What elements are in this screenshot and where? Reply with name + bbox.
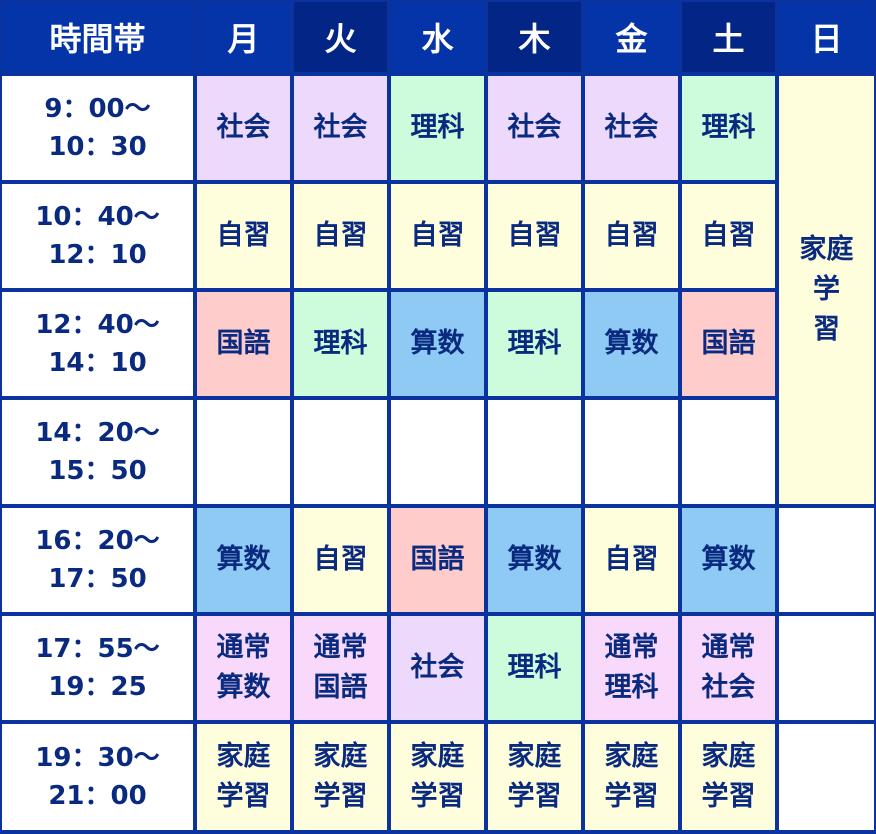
class-cell: 国語: [682, 292, 775, 396]
header-day: 日: [779, 2, 874, 72]
header-day: 月: [197, 2, 290, 72]
class-cell: [197, 400, 290, 504]
header-day: 火: [294, 2, 387, 72]
class-cell: 家庭 学習: [197, 724, 290, 830]
class-cell: 自習: [585, 184, 678, 288]
class-cell: [585, 400, 678, 504]
class-cell: 理科: [488, 292, 581, 396]
class-cell: 国語: [391, 508, 484, 612]
class-cell: 自習: [197, 184, 290, 288]
class-cell: 家庭 学習: [294, 724, 387, 830]
class-cell: 社会: [197, 76, 290, 180]
class-cell: 自習: [294, 184, 387, 288]
class-cell: 理科: [294, 292, 387, 396]
class-cell: 算数: [682, 508, 775, 612]
time-slot: 16：20〜 17：50: [2, 508, 193, 612]
time-slot: 17：55〜 19：25: [2, 616, 193, 720]
class-cell: 算数: [197, 508, 290, 612]
class-cell: 自習: [488, 184, 581, 288]
sunday-cell: [779, 616, 874, 720]
class-cell: [488, 400, 581, 504]
class-cell: 自習: [294, 508, 387, 612]
header-day: 水: [391, 2, 484, 72]
header-time: 時間帯: [2, 2, 193, 72]
class-cell: 自習: [585, 508, 678, 612]
class-cell: 通常 理科: [585, 616, 678, 720]
class-cell: [682, 400, 775, 504]
class-cell: 理科: [682, 76, 775, 180]
sunday-cell: [779, 724, 874, 830]
header-day: 木: [488, 2, 581, 72]
class-cell: 自習: [391, 184, 484, 288]
time-slot: 14：20〜 15：50: [2, 400, 193, 504]
class-cell: 自習: [682, 184, 775, 288]
class-cell: 社会: [391, 616, 484, 720]
class-cell: 通常 国語: [294, 616, 387, 720]
class-cell: 理科: [488, 616, 581, 720]
time-slot: 12：40〜 14：10: [2, 292, 193, 396]
class-cell: 家庭 学習: [488, 724, 581, 830]
time-slot: 19：30〜 21：00: [2, 724, 193, 830]
time-slot: 9：00〜 10：30: [2, 76, 193, 180]
class-cell: 理科: [391, 76, 484, 180]
class-cell: [391, 400, 484, 504]
class-cell: 算数: [488, 508, 581, 612]
sunday-cell: [779, 508, 874, 612]
class-cell: 通常 社会: [682, 616, 775, 720]
class-cell: 算数: [391, 292, 484, 396]
class-cell: 家庭 学習: [682, 724, 775, 830]
header-day: 土: [682, 2, 775, 72]
class-cell: 国語: [197, 292, 290, 396]
header-day: 金: [585, 2, 678, 72]
class-cell: 家庭 学習: [391, 724, 484, 830]
time-slot: 10：40〜 12：10: [2, 184, 193, 288]
class-cell: [294, 400, 387, 504]
sunday-home-study: 家庭学習: [779, 76, 874, 504]
class-cell: 算数: [585, 292, 678, 396]
class-cell: 社会: [294, 76, 387, 180]
class-cell: 通常 算数: [197, 616, 290, 720]
class-cell: 家庭 学習: [585, 724, 678, 830]
class-cell: 社会: [488, 76, 581, 180]
class-cell: 社会: [585, 76, 678, 180]
